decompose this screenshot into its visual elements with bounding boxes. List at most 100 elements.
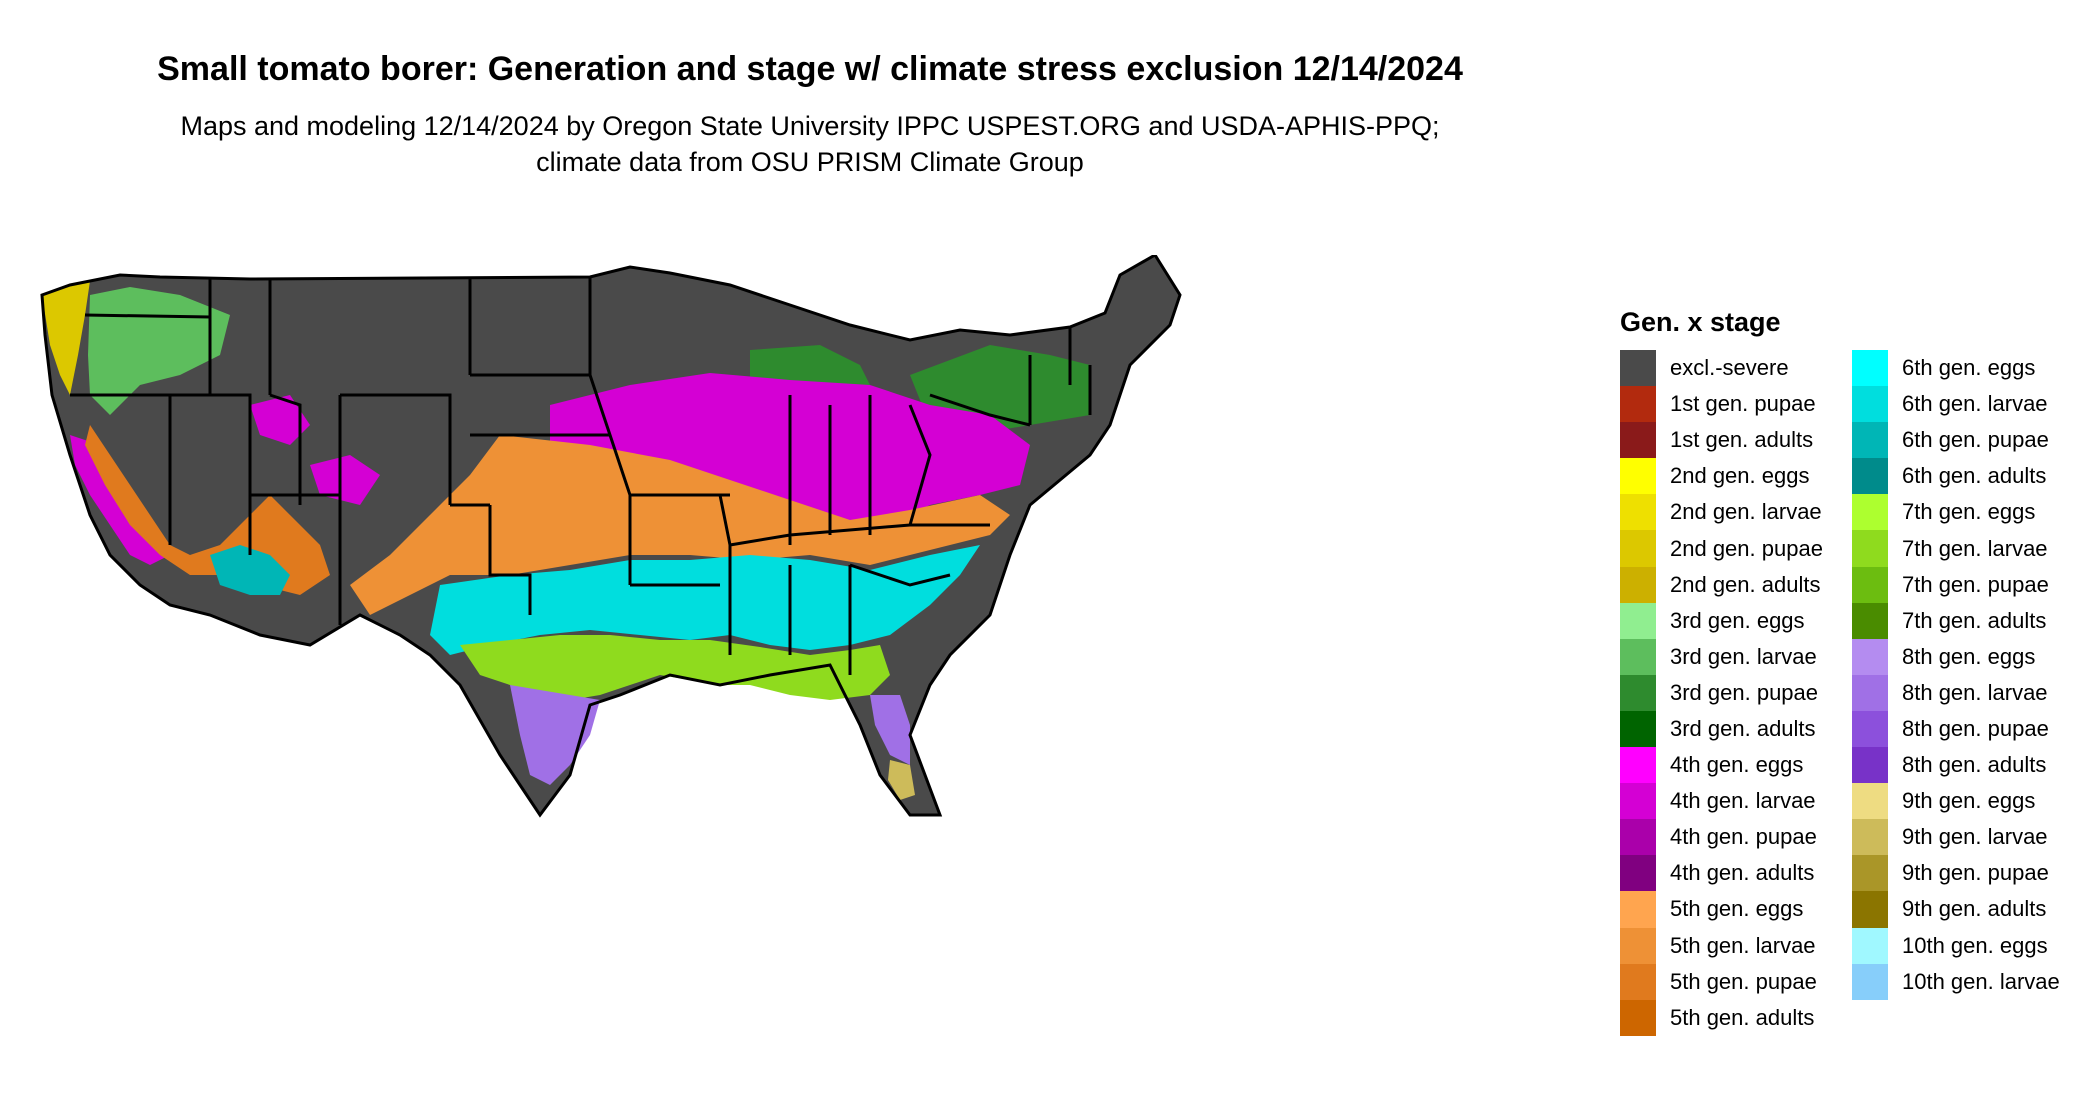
legend-label: 8th gen. adults bbox=[1902, 752, 2047, 778]
legend-swatch bbox=[1852, 783, 1888, 820]
legend-label: 3rd gen. pupae bbox=[1670, 679, 1819, 705]
state-lines bbox=[70, 277, 1092, 675]
legend-label: 9th gen. pupae bbox=[1902, 860, 2049, 886]
legend-item: excl.-severe bbox=[1620, 350, 1852, 387]
legend-label: 4th gen. pupae bbox=[1670, 824, 1817, 850]
legend-label: 7th gen. larvae bbox=[1902, 535, 2048, 561]
legend-item: 6th gen. larvae bbox=[1852, 386, 2084, 423]
legend-label: 7th gen. eggs bbox=[1902, 499, 2036, 525]
legend-label: 4th gen. eggs bbox=[1670, 752, 1804, 778]
zone-gen5-band bbox=[350, 435, 1010, 615]
legend-item: 1st gen. adults bbox=[1620, 422, 1852, 459]
legend-label: 3rd gen. eggs bbox=[1670, 607, 1805, 633]
legend-swatch bbox=[1620, 891, 1656, 928]
legend-swatch bbox=[1620, 747, 1656, 784]
legend-label: 5th gen. pupae bbox=[1670, 968, 1817, 994]
legend-label: 1st gen. adults bbox=[1670, 427, 1814, 453]
legend-label: 10th gen. larvae bbox=[1902, 968, 2060, 994]
legend-item: 6th gen. adults bbox=[1852, 458, 2084, 495]
legend-item: 6th gen. pupae bbox=[1852, 422, 2084, 459]
legend-item: 1st gen. pupae bbox=[1620, 386, 1852, 423]
legend-column-right: 6th gen. eggs 6th gen. larvae 6th gen. pup… bbox=[1852, 350, 2084, 1036]
legend-label: 4th gen. larvae bbox=[1670, 788, 1816, 814]
legend-swatch bbox=[1620, 566, 1656, 603]
legend-item: 4th gen. eggs bbox=[1620, 747, 1852, 784]
legend-swatch bbox=[1852, 855, 1888, 892]
state-borders bbox=[40, 255, 1182, 818]
legend-label: 6th gen. adults bbox=[1902, 463, 2047, 489]
legend-swatch bbox=[1620, 638, 1656, 675]
zone-gen8-texas bbox=[510, 685, 600, 785]
legend-item: 7th gen. pupae bbox=[1852, 566, 2084, 603]
legend-item: 5th gen. pupae bbox=[1620, 963, 1852, 1000]
legend-swatch bbox=[1852, 458, 1888, 495]
legend-swatch bbox=[1852, 602, 1888, 639]
legend-label: 8th gen. pupae bbox=[1902, 715, 2049, 741]
legend-label: 5th gen. adults bbox=[1670, 1004, 1815, 1030]
legend-swatch bbox=[1620, 422, 1656, 459]
legend-label: 5th gen. larvae bbox=[1670, 932, 1816, 958]
legend-item: 3rd gen. adults bbox=[1620, 710, 1852, 748]
zone-gen5-west bbox=[85, 425, 330, 595]
legend-swatch bbox=[1620, 350, 1656, 387]
legend-label: 9th gen. eggs bbox=[1902, 788, 2036, 814]
legend-swatch bbox=[1852, 530, 1888, 567]
legend-label: 2nd gen. larvae bbox=[1670, 499, 1822, 525]
legend-columns: excl.-severe 1st gen. pupae 1st gen. adult… bbox=[1620, 350, 2090, 1036]
legend-swatch bbox=[1852, 710, 1888, 748]
legend-label: 7th gen. adults bbox=[1902, 607, 2047, 633]
legend-swatch bbox=[1620, 494, 1656, 531]
legend-swatch bbox=[1620, 602, 1656, 639]
legend-swatch bbox=[1852, 891, 1888, 928]
legend-item: 8th gen. adults bbox=[1852, 747, 2084, 784]
legend-label: 8th gen. eggs bbox=[1902, 643, 2036, 669]
legend-label: 3rd gen. adults bbox=[1670, 715, 1816, 741]
legend-swatch bbox=[1620, 855, 1656, 892]
legend-item: 7th gen. larvae bbox=[1852, 530, 2084, 567]
legend-label: 6th gen. eggs bbox=[1902, 355, 2036, 381]
title-block: Small tomato borer: Generation and stage… bbox=[140, 46, 1480, 180]
legend-swatch bbox=[1620, 963, 1656, 1000]
legend-swatch bbox=[1852, 963, 1888, 1000]
legend-swatch bbox=[1852, 566, 1888, 603]
us-map bbox=[40, 255, 1182, 818]
legend-label: 7th gen. pupae bbox=[1902, 571, 2049, 597]
legend-label: 4th gen. adults bbox=[1670, 860, 1815, 886]
legend-item: 9th gen. larvae bbox=[1852, 819, 2084, 856]
zone-gen9-florida bbox=[888, 760, 915, 800]
legend-swatch bbox=[1852, 494, 1888, 531]
legend-item: 3rd gen. pupae bbox=[1620, 674, 1852, 711]
legend-swatch bbox=[1852, 422, 1888, 459]
legend-item: 10th gen. eggs bbox=[1852, 927, 2084, 964]
legend-swatch bbox=[1852, 386, 1888, 423]
legend-item: 2nd gen. eggs bbox=[1620, 458, 1852, 495]
legend-label: 10th gen. eggs bbox=[1902, 932, 2048, 958]
legend-item: 10th gen. larvae bbox=[1852, 963, 2084, 1000]
legend-column-left: excl.-severe 1st gen. pupae 1st gen. adult… bbox=[1620, 350, 1852, 1036]
zone-gen3-northeast bbox=[750, 345, 1090, 435]
legend-swatch bbox=[1620, 710, 1656, 748]
legend-label: 6th gen. pupae bbox=[1902, 427, 2049, 453]
legend-label: 2nd gen. eggs bbox=[1670, 463, 1810, 489]
legend-swatch bbox=[1852, 350, 1888, 387]
legend-label: 2nd gen. adults bbox=[1670, 571, 1821, 597]
legend-item: 9th gen. pupae bbox=[1852, 855, 2084, 892]
zone-gen3-northwest bbox=[88, 287, 230, 415]
legend-item: 5th gen. adults bbox=[1620, 999, 1852, 1036]
legend-item: 2nd gen. adults bbox=[1620, 566, 1852, 603]
legend-item: 2nd gen. larvae bbox=[1620, 494, 1852, 531]
legend-label: 5th gen. eggs bbox=[1670, 896, 1804, 922]
legend-swatch bbox=[1852, 747, 1888, 784]
legend-label: 2nd gen. pupae bbox=[1670, 535, 1823, 561]
legend-swatch bbox=[1620, 783, 1656, 820]
legend-item: 4th gen. adults bbox=[1620, 855, 1852, 892]
legend-label: 9th gen. larvae bbox=[1902, 824, 2048, 850]
legend-label: 1st gen. pupae bbox=[1670, 391, 1816, 417]
legend-swatch bbox=[1852, 638, 1888, 675]
legend-item: 9th gen. eggs bbox=[1852, 783, 2084, 820]
legend-swatch bbox=[1852, 927, 1888, 964]
legend: Gen. x stage excl.-severe 1st gen. pupae 1… bbox=[1620, 306, 2090, 1036]
legend-label: 8th gen. larvae bbox=[1902, 679, 2048, 705]
legend-label: excl.-severe bbox=[1670, 355, 1789, 381]
legend-label: 9th gen. adults bbox=[1902, 896, 2047, 922]
